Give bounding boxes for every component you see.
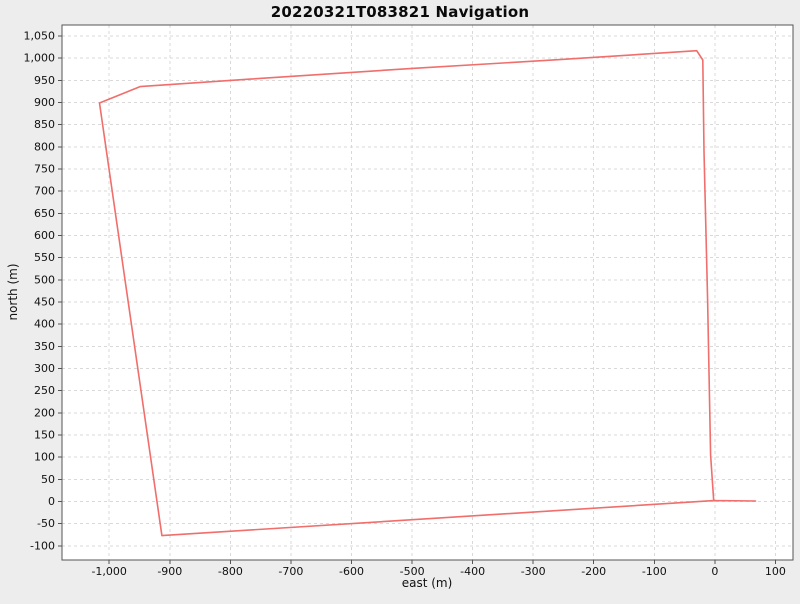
y-tick-label: 50 <box>41 473 55 486</box>
plot-background <box>62 25 793 560</box>
x-tick-label: -700 <box>278 565 303 578</box>
y-tick-label: 850 <box>34 118 55 131</box>
y-tick-label: 650 <box>34 207 55 220</box>
x-tick-label: -500 <box>400 565 425 578</box>
y-tick-label: -50 <box>37 517 55 530</box>
y-tick-label: 800 <box>34 140 55 153</box>
x-tick-label: -400 <box>460 565 485 578</box>
y-tick-label: 550 <box>34 251 55 264</box>
y-tick-label: 250 <box>34 384 55 397</box>
x-tick-label: -1,000 <box>91 565 126 578</box>
y-tick-label: 700 <box>34 185 55 198</box>
chart-title: 20220321T083821 Navigation <box>270 3 530 21</box>
y-tick-label: 1,000 <box>24 52 56 65</box>
y-tick-label: 750 <box>34 163 55 176</box>
y-tick-label: 900 <box>34 96 55 109</box>
track-path <box>98 49 757 537</box>
y-tick-label: 100 <box>34 451 55 464</box>
y-tick-label: 300 <box>34 362 55 375</box>
y-tick-label: 400 <box>34 318 55 331</box>
x-tick-label: 0 <box>711 565 718 578</box>
y-tick-label: 950 <box>34 74 55 87</box>
x-axis-label: east (m) <box>401 576 453 590</box>
x-tick-label: -200 <box>581 565 606 578</box>
y-tick-label: 1,050 <box>24 30 56 43</box>
y-tick-label: 0 <box>48 495 55 508</box>
y-tick-label: 350 <box>34 340 55 353</box>
x-tick-label: -600 <box>339 565 364 578</box>
x-tick-label: -800 <box>218 565 243 578</box>
y-axis-label: north (m) <box>6 263 20 321</box>
x-tick-label: 100 <box>765 565 786 578</box>
y-tick-label: 500 <box>34 273 55 286</box>
y-tick-label: 150 <box>34 429 55 442</box>
y-tick-label: 200 <box>34 406 55 419</box>
y-tick-label: 600 <box>34 229 55 242</box>
y-tick-label: 450 <box>34 296 55 309</box>
y-tick-label: -100 <box>30 539 55 552</box>
plot-border <box>61 24 794 561</box>
x-tick-label: -100 <box>642 565 667 578</box>
x-tick-label: -900 <box>157 565 182 578</box>
x-tick-label: -300 <box>521 565 546 578</box>
